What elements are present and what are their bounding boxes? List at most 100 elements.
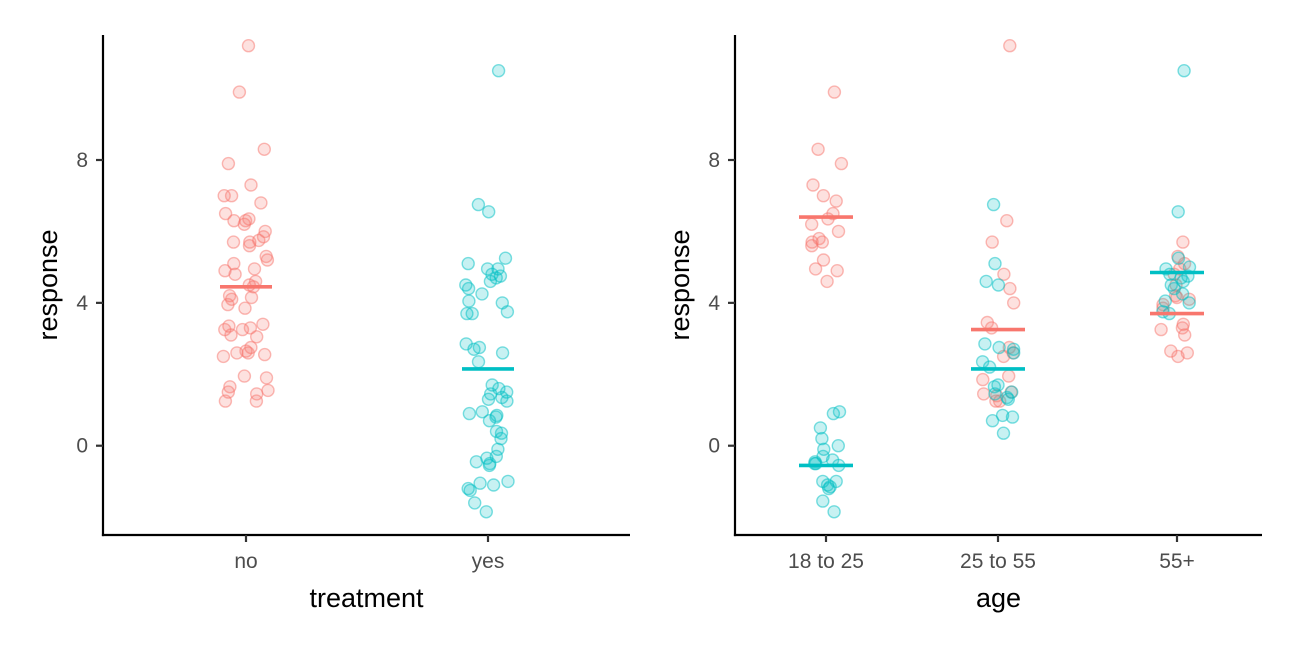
data-point-25-to-55 [1002,369,1016,383]
data-point-18-to-25 [808,262,823,276]
data-point-25-to-55 [985,414,1000,428]
data-point-25-to-55 [991,278,1006,292]
data-point-yes [483,274,498,289]
data-point-25-to-55 [1006,342,1021,356]
data-point-no [250,330,264,344]
data-point-yes [482,205,496,219]
data-point-no [227,256,241,271]
y-tick-label: 4 [708,292,720,315]
data-point-55 [1171,205,1185,219]
treatment-panel: 0 4 8 no yes treatment response [33,35,630,613]
data-point-25-to-55 [997,267,1011,281]
data-point-25-to-55 [1003,281,1017,296]
data-point-no [237,369,252,383]
x-axis-title: treatment [309,583,424,613]
data-point-18-to-25 [830,264,844,278]
y-tick-label: 0 [708,435,720,458]
data-point-55 [1177,328,1192,342]
data-point-no [228,267,242,281]
y-axis-title: response [33,229,63,340]
data-point-25-to-55 [992,340,1006,355]
data-point-18-to-25 [831,439,845,453]
age-panel: 0 4 8 18 to 25 25 to 55 55+ age response [665,35,1262,613]
data-point-no [224,188,239,203]
x-tick-label-18-to-25: 18 to 25 [788,550,864,573]
data-point-no [249,394,264,408]
data-point-no [256,317,270,331]
data-point-55 [1158,294,1173,308]
y-tick-label: 4 [76,292,88,315]
data-point-18-to-25 [811,142,825,157]
data-point-yes [463,483,477,498]
data-point-no [221,297,235,312]
data-point-no [221,156,236,171]
data-point-18-to-25 [827,85,842,99]
data-point-55 [1171,349,1185,364]
data-point-no [243,235,257,249]
data-point-no [238,301,252,315]
data-point-no [258,347,272,362]
data-point-18-to-25 [816,188,831,203]
data-point-25-to-55 [977,387,991,401]
data-point-18-to-25 [827,505,841,519]
data-point-yes [482,414,497,428]
data-point-no [247,262,262,276]
data-point-yes [486,478,501,492]
data-point-no [218,394,233,408]
x-tick-label-no: no [234,550,257,573]
y-axis-title: response [665,229,695,340]
data-point-25-to-55 [1005,410,1020,424]
data-point-25-to-55 [995,408,1010,423]
data-point-no [218,206,233,221]
data-point-18-to-25 [816,494,830,508]
data-point-no [226,235,241,249]
data-point-no [244,178,258,192]
data-point-no [243,321,258,335]
data-point-25-to-55 [985,235,999,249]
data-point-55 [1177,63,1191,78]
data-point-no [241,39,256,53]
data-point-25-to-55 [1007,346,1021,360]
data-point-yes [471,197,486,212]
data-point-18-to-25 [829,194,843,208]
data-point-no [224,328,238,342]
data-point-no [261,383,275,398]
data-point-25-to-55 [988,387,1002,401]
data-point-yes [479,505,493,519]
data-point-55 [1182,296,1196,310]
data-point-no [230,346,244,360]
data-point-yes [460,306,474,321]
x-tick-label-25-to-55: 25 to 55 [960,550,1036,573]
data-point-yes [482,458,497,473]
data-point-no [244,290,259,305]
data-point-yes [461,256,475,271]
data-point-yes [481,392,496,406]
data-point-no [216,349,231,364]
data-point-18-to-25 [831,224,846,239]
data-point-18-to-25 [826,406,841,421]
data-point-55 [1175,287,1190,301]
data-point-25-to-55 [986,197,1001,212]
data-point-no [232,85,247,99]
data-point-yes [468,496,482,510]
data-point-yes [500,305,515,319]
data-point-yes [500,394,514,408]
data-point-25-to-55 [1001,392,1015,406]
data-point-yes [469,455,484,469]
data-point-18-to-25 [805,217,819,232]
data-point-yes [473,476,487,490]
data-point-25-to-55 [978,337,992,351]
data-point-no [242,238,257,253]
data-point-55 [1154,322,1168,337]
data-point-no [235,322,250,337]
data-point-18-to-25 [822,481,836,496]
data-point-18-to-25 [805,238,819,253]
data-point-yes [461,281,476,296]
data-point-55 [1171,251,1186,265]
data-point-25-to-55 [996,426,1011,440]
data-point-25-to-55 [1000,213,1014,228]
data-point-no [260,253,275,267]
data-point-yes [471,355,486,369]
data-point-yes [489,410,503,424]
